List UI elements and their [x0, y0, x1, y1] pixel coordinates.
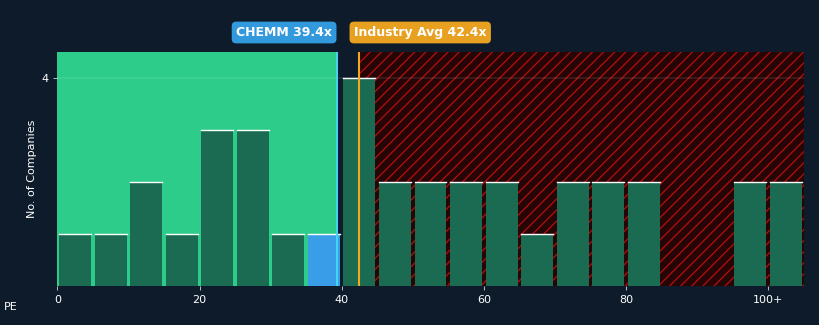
Bar [414, 182, 446, 286]
Bar [337, 52, 358, 286]
Bar [485, 182, 517, 286]
Bar [358, 52, 803, 286]
Y-axis label: No. of Companies: No. of Companies [27, 120, 37, 218]
Bar [130, 182, 162, 286]
Bar [272, 234, 304, 286]
Text: CHEMM 39.4x: CHEMM 39.4x [236, 26, 332, 39]
Bar [201, 130, 233, 286]
Bar [308, 234, 340, 286]
Bar [237, 130, 269, 286]
Text: PE: PE [4, 302, 18, 312]
Bar [734, 182, 766, 286]
Bar [627, 182, 659, 286]
Bar [378, 182, 410, 286]
Bar [521, 234, 553, 286]
Bar [95, 234, 127, 286]
Bar [358, 52, 803, 286]
Bar [57, 52, 337, 286]
Text: Industry Avg 42.4x: Industry Avg 42.4x [354, 26, 486, 39]
Bar [59, 234, 91, 286]
Bar [165, 234, 197, 286]
Bar [591, 182, 623, 286]
Bar [450, 182, 482, 286]
Bar [343, 78, 375, 286]
Bar [769, 182, 801, 286]
Bar [556, 182, 588, 286]
